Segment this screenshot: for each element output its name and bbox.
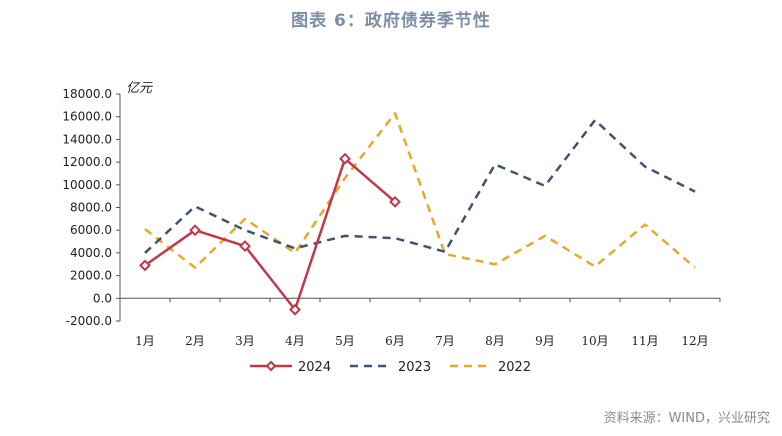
source-note: 资料来源：WIND，兴业研究 [603, 411, 770, 426]
y-tick-label: 0.0 [93, 291, 112, 305]
x-tick-label: 3月 [235, 334, 255, 348]
y-axis-label: 亿元 [126, 81, 153, 96]
y-tick-label: 14000.0 [62, 132, 112, 146]
x-tick-label: 5月 [335, 334, 355, 348]
x-tick-label: 4月 [285, 334, 305, 348]
y-tick-label: -2000.0 [66, 314, 112, 328]
series-line-2023 [144, 118, 696, 254]
y-tick-label: 16000.0 [62, 110, 112, 124]
y-tick-label: 2000.0 [70, 269, 112, 283]
data-point-2024 [389, 195, 401, 208]
legend-label-2023: 2023 [398, 360, 431, 375]
x-tick-label: 10月 [581, 334, 608, 348]
x-tick-label: 12月 [681, 334, 708, 348]
legend-marker-2024 [265, 360, 277, 372]
series-line-2022 [144, 112, 696, 269]
x-tick-label: 11月 [631, 334, 658, 348]
x-tick-label: 7月 [435, 334, 455, 348]
data-point-2024 [339, 152, 351, 165]
x-tick-label: 1月 [135, 334, 155, 348]
legend-label-2022: 2022 [498, 360, 531, 375]
legend-label-2024: 2024 [298, 360, 331, 375]
y-tick-label: 18000.0 [62, 87, 112, 101]
series-line-2024 [144, 157, 396, 311]
y-tick-label: 8000.0 [70, 201, 112, 215]
x-tick-label: 8月 [485, 334, 505, 348]
x-tick-label: 2月 [185, 334, 205, 348]
x-tick-label: 9月 [535, 334, 555, 348]
y-tick-label: 10000.0 [62, 178, 112, 192]
y-tick-label: 4000.0 [70, 246, 112, 260]
y-tick-label: 6000.0 [70, 223, 112, 237]
y-tick-label: 12000.0 [62, 155, 112, 169]
chart-title: 图表 6：政府债券季节性 [291, 11, 491, 31]
data-point-2024 [289, 303, 301, 316]
data-point-2024 [189, 224, 201, 237]
data-point-2024 [139, 259, 151, 272]
x-tick-label: 6月 [385, 334, 405, 348]
data-point-2024 [239, 240, 251, 253]
